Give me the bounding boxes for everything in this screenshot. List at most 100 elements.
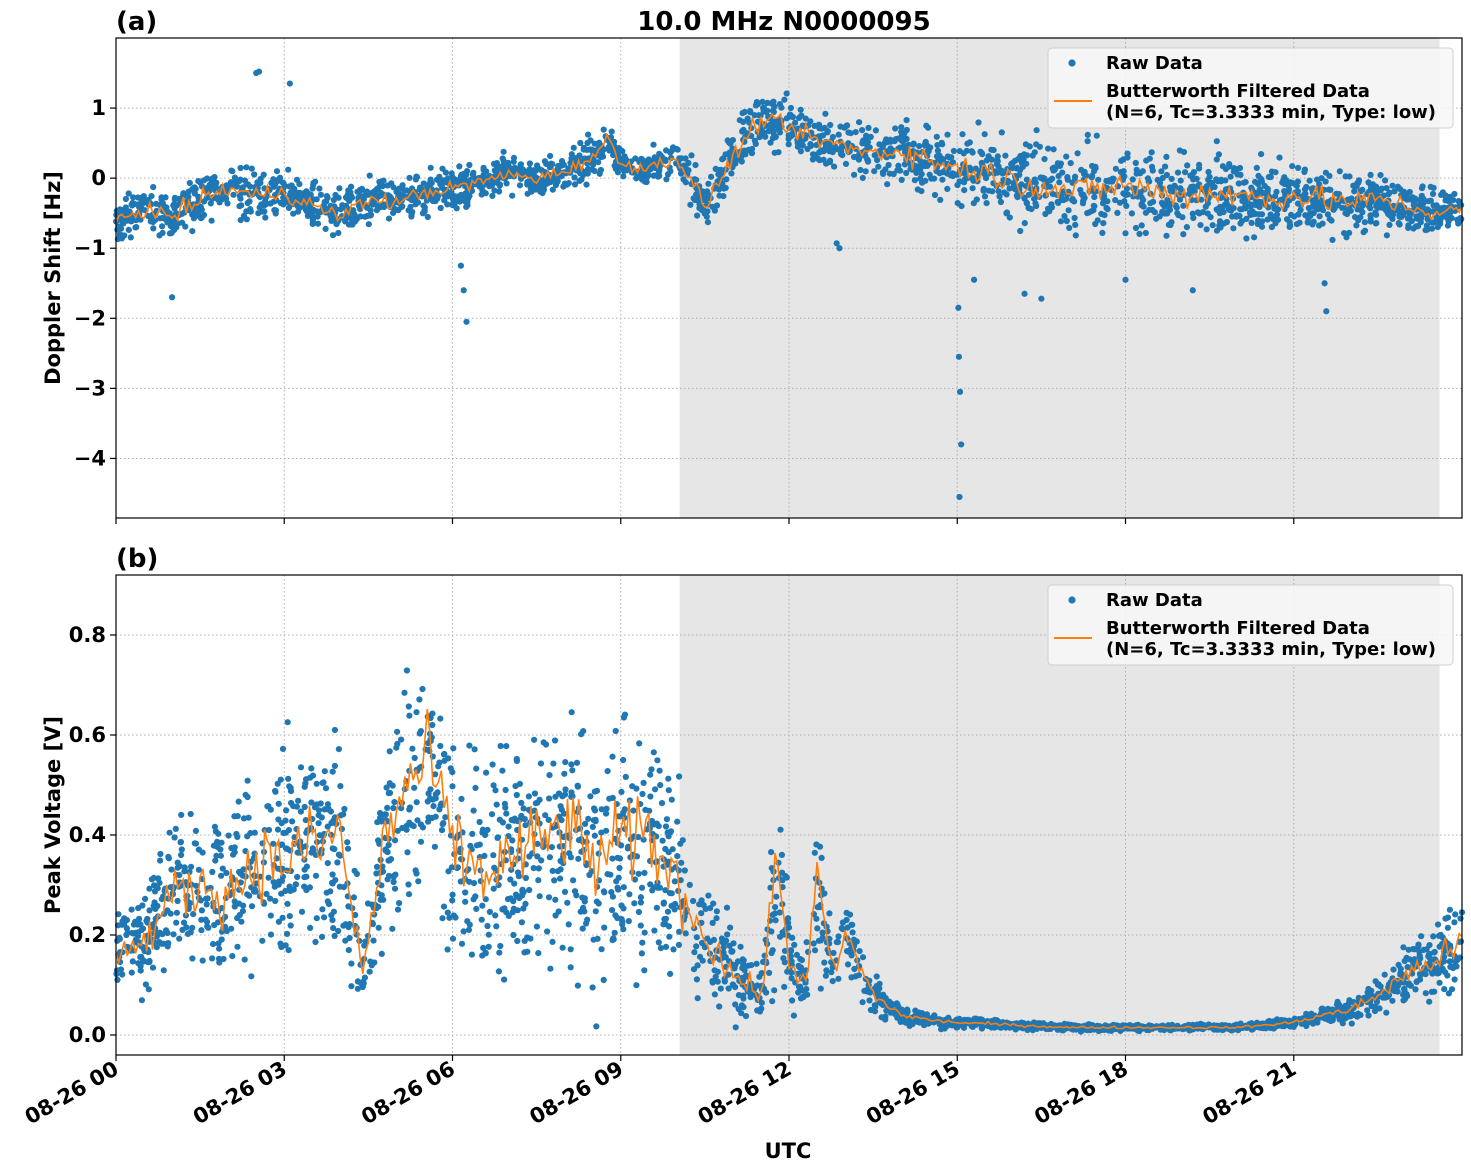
raw-point	[473, 905, 480, 913]
raw-point	[859, 127, 866, 134]
raw-point	[570, 877, 577, 884]
raw-point	[691, 949, 698, 956]
legend-box	[1047, 47, 1454, 129]
raw-point	[492, 787, 499, 794]
raw-point	[601, 889, 608, 896]
raw-point	[694, 995, 701, 1002]
raw-point	[1330, 206, 1337, 213]
legend-raw-marker	[1068, 59, 1076, 67]
raw-point	[1275, 216, 1282, 223]
raw-point	[306, 884, 313, 891]
raw-point	[354, 188, 361, 195]
raw-point	[1132, 224, 1140, 232]
raw-point	[145, 212, 152, 220]
raw-point	[301, 874, 308, 881]
raw-point	[122, 204, 129, 211]
raw-point	[1017, 227, 1024, 235]
raw-point	[1050, 146, 1057, 153]
raw-point	[1021, 290, 1028, 297]
raw-point	[667, 149, 674, 156]
raw-point	[294, 873, 301, 881]
raw-point	[146, 907, 153, 914]
raw-point	[309, 220, 316, 227]
raw-point	[518, 799, 525, 807]
raw-point	[462, 889, 469, 896]
raw-point	[297, 764, 305, 771]
raw-point	[650, 141, 657, 148]
raw-point	[310, 206, 317, 213]
raw-point	[708, 173, 715, 180]
raw-point	[1158, 199, 1165, 206]
raw-point	[724, 931, 731, 938]
raw-point	[885, 161, 892, 169]
panel-label-b: (b)	[116, 544, 158, 574]
raw-point	[495, 968, 502, 975]
raw-point	[768, 849, 775, 856]
raw-point	[135, 905, 142, 912]
raw-point	[725, 139, 733, 146]
raw-point	[705, 892, 712, 899]
raw-point	[334, 859, 341, 866]
raw-point	[1145, 178, 1152, 185]
raw-point	[964, 140, 971, 147]
raw-point	[995, 188, 1002, 195]
raw-point	[1123, 202, 1130, 209]
raw-point	[407, 203, 414, 210]
raw-point	[575, 837, 583, 844]
raw-point	[584, 170, 591, 177]
raw-point	[463, 192, 470, 200]
raw-point	[1136, 230, 1143, 237]
raw-point	[499, 155, 506, 162]
raw-point	[330, 196, 337, 204]
raw-point	[237, 164, 244, 172]
raw-point	[803, 939, 810, 946]
raw-point	[563, 181, 571, 188]
raw-point	[192, 827, 199, 835]
raw-point	[401, 187, 408, 194]
raw-point	[399, 824, 406, 832]
raw-point	[1383, 185, 1390, 192]
raw-point	[297, 204, 304, 211]
raw-point	[847, 130, 854, 137]
raw-point	[567, 946, 574, 953]
raw-point	[260, 171, 267, 178]
raw-point	[1149, 206, 1156, 214]
raw-point	[275, 800, 282, 807]
raw-point	[1080, 197, 1087, 205]
raw-point	[176, 872, 183, 879]
raw-point	[1033, 127, 1040, 134]
raw-point	[872, 127, 880, 134]
raw-point	[285, 166, 292, 173]
raw-point	[568, 761, 575, 768]
raw-point	[663, 816, 671, 823]
raw-point	[518, 836, 526, 843]
raw-point	[125, 226, 132, 233]
raw-point	[1153, 215, 1160, 222]
raw-point	[164, 219, 171, 226]
raw-point	[961, 187, 968, 194]
raw-point	[620, 756, 627, 764]
raw-point	[769, 998, 776, 1005]
raw-point	[1179, 214, 1186, 221]
raw-point	[1357, 214, 1364, 221]
raw-point	[961, 179, 968, 186]
raw-point	[715, 186, 723, 193]
raw-point	[1264, 216, 1271, 223]
raw-point	[200, 211, 208, 218]
raw-point	[705, 180, 712, 187]
raw-point	[1176, 196, 1184, 203]
raw-point	[463, 318, 470, 325]
raw-point	[1237, 171, 1244, 178]
raw-point	[1014, 164, 1021, 171]
raw-point	[616, 864, 623, 872]
raw-point	[1001, 189, 1008, 196]
raw-point	[903, 169, 910, 177]
raw-point	[456, 163, 463, 170]
raw-point	[918, 171, 925, 178]
raw-point	[272, 897, 279, 905]
raw-point	[740, 118, 747, 125]
raw-point	[516, 182, 524, 189]
raw-point	[365, 221, 372, 228]
raw-point	[994, 158, 1001, 165]
raw-point	[203, 901, 210, 908]
